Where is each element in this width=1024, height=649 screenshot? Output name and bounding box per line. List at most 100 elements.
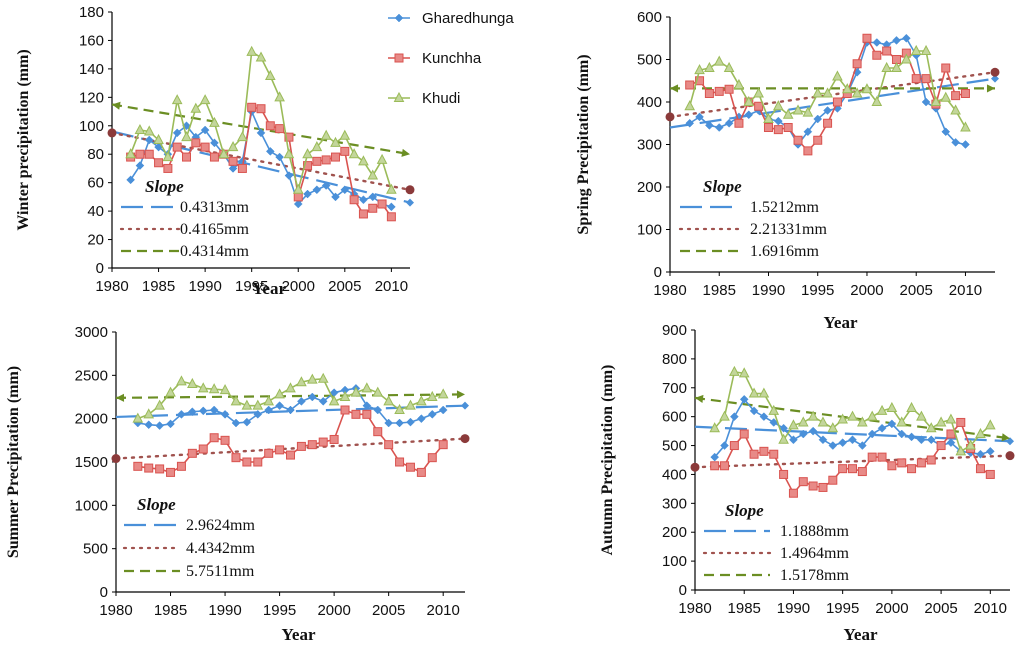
y-tick-label: 3000 — [75, 324, 108, 341]
data-point-khudi — [847, 410, 858, 421]
data-point-gharedhunga — [265, 147, 275, 156]
data-point-khudi — [263, 395, 275, 406]
data-point-khudi — [197, 382, 209, 393]
y-tick-label: 120 — [79, 89, 104, 106]
data-point-khudi — [807, 410, 819, 421]
data-point-kunchha — [340, 405, 350, 415]
summer-chart: 0 500 1000 1500 2000 2500 3000 1980 1985 1990 1995… — [5, 324, 470, 644]
data-point-khudi — [246, 45, 258, 56]
data-point-kunchha — [154, 158, 164, 168]
data-point-kunchha — [695, 76, 705, 86]
data-point-gharedhunga — [417, 414, 426, 424]
data-point-khudi — [416, 395, 427, 406]
data-point-gharedhunga — [892, 36, 901, 45]
data-point-kunchha — [237, 163, 247, 173]
data-point-gharedhunga — [907, 432, 916, 442]
data-point-khudi — [302, 148, 313, 159]
trend-end-dot — [1005, 451, 1015, 461]
data-point-kunchha — [395, 457, 405, 467]
data-point-gharedhunga — [210, 138, 219, 148]
data-point-kunchha — [911, 74, 921, 84]
data-point-khudi — [153, 133, 164, 144]
trend-end-dot — [405, 185, 415, 195]
x-tick-label: 2000 — [282, 278, 315, 295]
data-point-kunchha — [763, 123, 773, 132]
data-point-gharedhunga — [187, 407, 197, 417]
data-point-khudi — [339, 390, 351, 401]
y-tick-label: 60 — [87, 175, 104, 192]
y-tick-label: 1000 — [75, 497, 108, 514]
data-point-kunchha — [275, 445, 285, 455]
y-tick-label: 900 — [662, 322, 687, 339]
x-tick-label: 2005 — [900, 282, 933, 299]
data-point-gharedhunga — [297, 396, 306, 406]
data-point-khudi — [901, 53, 912, 64]
data-point-kunchha — [247, 102, 257, 112]
data-point-khudi — [283, 148, 295, 159]
data-point-kunchha — [960, 89, 970, 98]
data-point-kunchha — [386, 212, 396, 222]
data-point-khudi — [219, 383, 231, 395]
x-tick-label: 2010 — [974, 600, 1007, 617]
data-point-khudi — [896, 416, 908, 427]
trend-end-arrow — [1001, 433, 1010, 442]
y-tick-label: 300 — [662, 495, 687, 512]
data-point-gharedhunga — [921, 97, 931, 107]
data-point-kunchha — [242, 457, 252, 467]
trendline-khudi — [115, 393, 466, 399]
y-tick-label: 2000 — [75, 411, 108, 428]
data-point-khudi — [358, 155, 369, 166]
x-tick-label: 2010 — [949, 282, 982, 299]
data-point-kunchha — [286, 450, 295, 460]
x-tick-label: 1985 — [142, 278, 175, 295]
data-point-kunchha — [377, 199, 387, 209]
data-point-khudi — [227, 141, 239, 152]
slope-value: 5.7511mm — [186, 563, 255, 580]
trend-end-diamond — [991, 74, 999, 83]
data-point-khudi — [891, 61, 902, 72]
data-point-kunchha — [769, 449, 779, 459]
data-point-kunchha — [384, 440, 394, 450]
slope-title: Slope — [145, 177, 184, 196]
data-point-gharedhunga — [744, 110, 754, 120]
data-point-gharedhunga — [877, 423, 887, 433]
data-point-kunchha — [144, 149, 154, 159]
data-point-kunchha — [714, 86, 724, 96]
y-tick-label: 200 — [662, 524, 687, 541]
data-point-kunchha — [275, 124, 285, 134]
data-point-gharedhunga — [976, 449, 985, 459]
slope-value: 1.5212mm — [750, 199, 819, 216]
legend-label: Kunchha — [422, 50, 482, 67]
data-point-khudi — [372, 386, 384, 397]
y-tick-label: 400 — [662, 466, 687, 483]
data-point-gharedhunga — [209, 405, 219, 415]
data-point-khudi — [208, 383, 220, 394]
data-point-khudi — [209, 116, 220, 127]
data-point-khudi — [935, 416, 947, 427]
x-tick-label: 1980 — [653, 282, 686, 299]
data-point-kunchha — [144, 463, 154, 473]
y-tick-label: 0 — [679, 582, 687, 599]
trend-start-dot — [111, 454, 121, 464]
data-point-kunchha — [916, 458, 926, 468]
data-point-kunchha — [779, 469, 789, 479]
data-point-gharedhunga — [231, 418, 241, 428]
y-tick-label: 1500 — [75, 454, 108, 471]
data-point-kunchha — [704, 89, 714, 98]
data-point-khudi — [906, 401, 917, 412]
data-point-kunchha — [312, 156, 322, 166]
x-tick-label: 2010 — [427, 602, 460, 619]
data-point-gharedhunga — [395, 418, 404, 428]
data-point-kunchha — [941, 63, 951, 73]
data-point-kunchha — [734, 118, 744, 128]
series-legend: Gharedhunga Kunchha Khudi — [388, 10, 514, 107]
data-point-khudi — [132, 412, 144, 423]
data-point-khudi — [252, 399, 264, 410]
spring-chart: 0 100 200 300 400 500 600 1980 1985 1990 1995 2000 2… — [575, 9, 1000, 332]
y-tick-label: 100 — [662, 553, 687, 570]
data-point-gharedhunga — [220, 409, 230, 419]
data-point-khudi — [684, 100, 696, 111]
data-point-gharedhunga — [946, 438, 956, 448]
legend-marker-gharedhunga — [394, 13, 404, 23]
data-point-khudi — [719, 410, 730, 421]
